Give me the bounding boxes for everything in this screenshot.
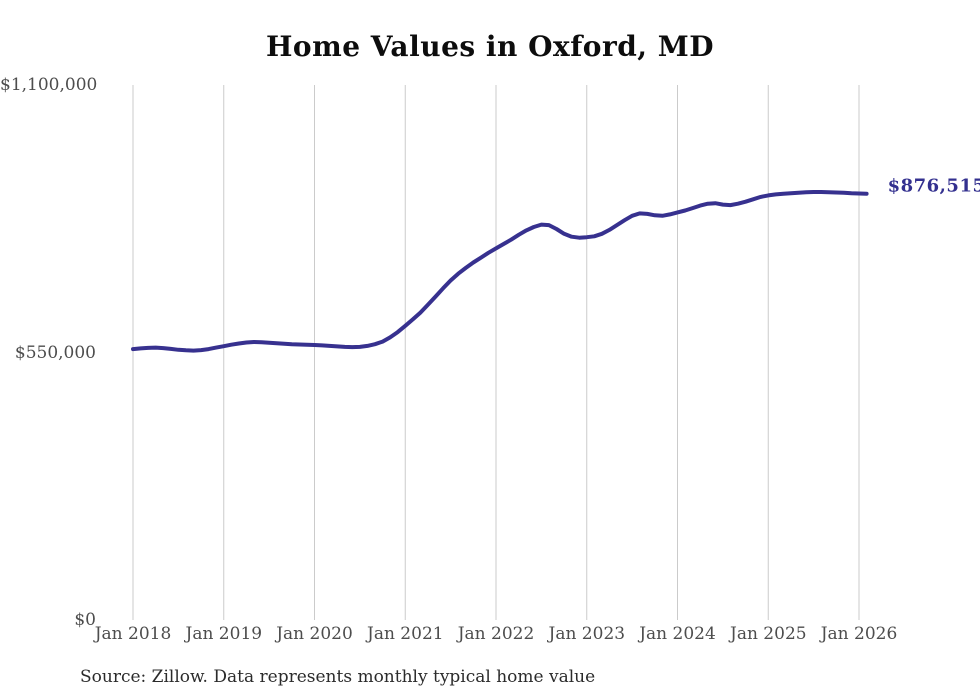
home-value-line — [131, 190, 869, 353]
x-axis-tick-label: Jan 2018 — [94, 624, 172, 644]
x-axis-tick-label: Jan 2026 — [820, 624, 898, 644]
chart-title: Home Values in Oxford, MD — [265, 30, 715, 63]
x-axis-tick-label: Jan 2022 — [457, 624, 535, 644]
source-note: Source: Zillow. Data represents monthly … — [80, 667, 596, 687]
x-axis-tick-label: Jan 2024 — [639, 624, 716, 644]
x-axis-tick-label: Jan 2019 — [185, 624, 263, 644]
x-axis-tick-label: Jan 2025 — [730, 624, 807, 644]
y-axis-tick-label: $0 — [74, 610, 96, 630]
latest-value-label: $876,515 — [887, 175, 980, 197]
gridlines — [132, 85, 860, 620]
x-axis-tick-label: Jan 2021 — [367, 624, 444, 644]
y-axis-tick-label: $550,000 — [14, 342, 96, 363]
x-axis-tick-label: Jan 2020 — [276, 624, 353, 644]
x-axis-tick-label: Jan 2023 — [548, 624, 626, 644]
y-axis-tick-label: $1,100,000 — [0, 75, 98, 95]
